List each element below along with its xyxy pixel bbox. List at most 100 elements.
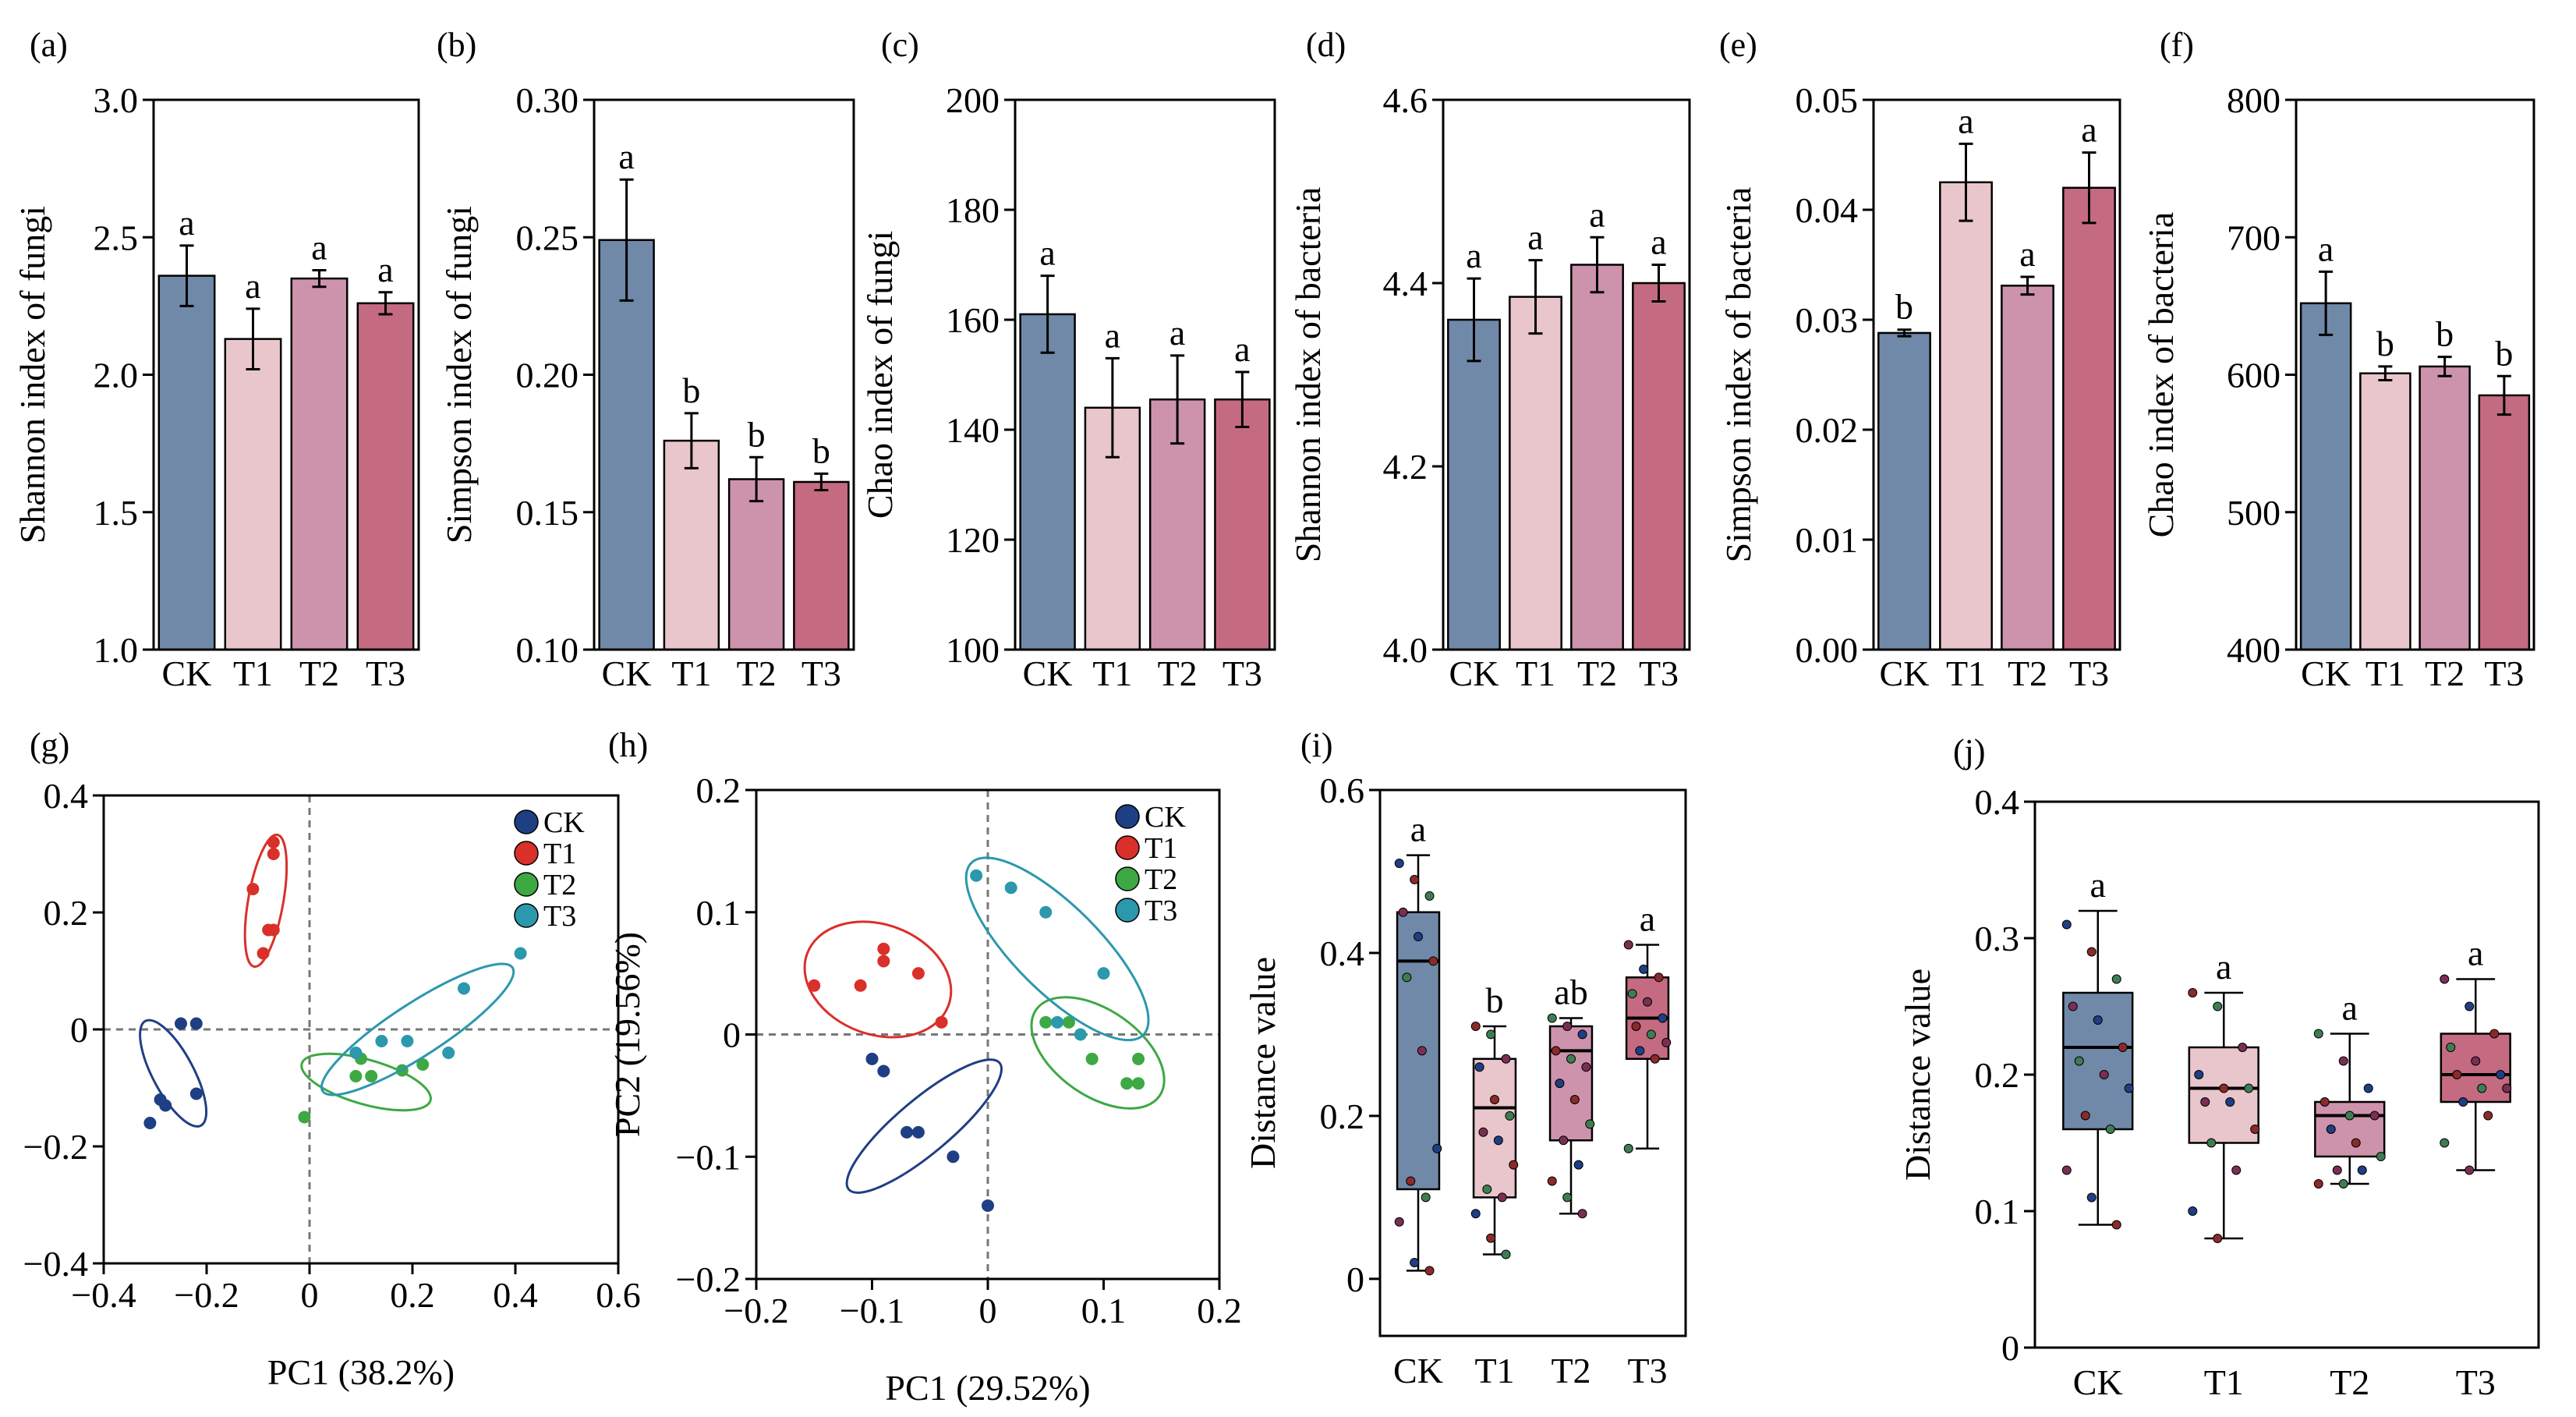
- data-point: [2465, 1001, 2475, 1011]
- box-T3: [1623, 940, 1672, 1153]
- y-axis-label: Distance value: [1898, 969, 1937, 1181]
- x-tick-label: 0.2: [1197, 1291, 1242, 1330]
- data-point: [2440, 974, 2450, 984]
- y-tick-label: 0.6: [1320, 770, 1365, 810]
- y-tick-label: 0.4: [1320, 933, 1365, 973]
- x-tick-label: T1: [671, 654, 711, 693]
- x-tick-label: T1: [1516, 654, 1555, 693]
- y-tick-label: 0.15: [516, 493, 579, 533]
- panel-g: (g) −0.4 −0.2 0 0.2 0.4 0.6 PC1 (38.2%) −0.4 −0.2…: [23, 726, 641, 1392]
- point-T2: [298, 1111, 311, 1124]
- x-tick-label: T1: [233, 654, 273, 693]
- data-point: [1646, 1029, 1656, 1040]
- point-T3: [458, 982, 470, 995]
- y-tick-label: 0.10: [516, 630, 579, 670]
- y-tick-label: 120: [946, 520, 1000, 560]
- point-T2: [1039, 1015, 1053, 1029]
- error-bar-T1: [2378, 365, 2393, 382]
- error-bar-CK: [179, 244, 194, 307]
- y-tick-label: 0.3: [1975, 919, 2020, 958]
- panel-f: (f) a CK b T1 b T2 b T3 400 500 600 700 800 Chao index…: [2141, 26, 2535, 693]
- significance-letter: a: [2468, 933, 2483, 973]
- point-CK: [901, 1125, 914, 1139]
- point-T3: [1097, 967, 1110, 980]
- y-tick-label: 700: [2227, 218, 2281, 257]
- panel-label: (f): [2160, 26, 2194, 64]
- x-tick-label: T2: [1551, 1351, 1591, 1390]
- y-tick-label: 0: [1346, 1259, 1364, 1299]
- bar-T1: [1509, 296, 1562, 651]
- data-point: [2061, 1165, 2072, 1175]
- x-tick-label: T2: [1158, 654, 1198, 693]
- significance-letter: a: [2090, 865, 2106, 905]
- data-point: [2465, 1165, 2475, 1175]
- point-T1: [267, 848, 280, 860]
- significance-letter: a: [1169, 313, 1185, 352]
- data-point: [2206, 1138, 2217, 1148]
- x-axis-label: PC1 (29.52%): [885, 1368, 1090, 1408]
- y-tick-label: 0: [723, 1015, 741, 1055]
- x-tick-label: T2: [1577, 654, 1617, 693]
- point-T3: [1074, 1028, 1087, 1041]
- data-point: [2068, 1001, 2078, 1011]
- y-tick-label: 0: [70, 1010, 88, 1050]
- y-tick-label: 160: [946, 300, 1000, 340]
- panel-a: (a) a CK a T1 a T2 a T3 1.0 1.5 2.0 2.5 3.0 Shannon in…: [12, 26, 420, 693]
- significance-letter: a: [1651, 222, 1666, 262]
- significance-letter: ab: [1554, 972, 1587, 1012]
- x-tick-label: CK: [1023, 654, 1073, 693]
- y-axis-label: Chao index of fungi: [860, 231, 900, 519]
- data-point: [2194, 1070, 2204, 1079]
- y-axis-label: Shannon index of bacteria: [1288, 187, 1328, 563]
- x-tick-label: CK: [162, 654, 212, 693]
- data-point: [2099, 1070, 2109, 1079]
- data-point: [1547, 1013, 1557, 1023]
- bar-T1: [1939, 181, 1993, 651]
- bar-T1: [2359, 372, 2411, 651]
- panel-d: (d) a CK a T1 a T2 a T3 4.0 4.2 4.4 4.6 Shannon index…: [1288, 26, 1691, 693]
- data-point: [2093, 1015, 2103, 1025]
- panel-label: (d): [1306, 26, 1346, 64]
- point-CK: [947, 1150, 960, 1164]
- x-tick-label: T3: [2484, 654, 2524, 693]
- point-CK: [877, 1065, 890, 1078]
- significance-letter: a: [1039, 233, 1055, 273]
- y-tick-label: 3.0: [94, 80, 139, 120]
- point-CK: [189, 1017, 203, 1030]
- significance-letter: a: [618, 136, 634, 176]
- data-point: [1559, 1135, 1569, 1146]
- data-point: [2326, 1125, 2336, 1134]
- data-point: [1627, 989, 1637, 999]
- data-point: [2250, 1125, 2260, 1134]
- point-T1: [877, 955, 890, 968]
- data-point: [1424, 1266, 1435, 1276]
- y-tick-label: 140: [946, 410, 1000, 450]
- x-tick-label: T2: [2425, 654, 2465, 693]
- x-tick-label: T1: [2365, 654, 2405, 693]
- data-point: [2338, 1179, 2348, 1189]
- legend-label: T1: [543, 838, 576, 870]
- bar-CK: [2299, 302, 2352, 651]
- y-tick-label: 0.1: [696, 893, 741, 933]
- data-point: [1658, 1013, 1668, 1023]
- bar-T2: [2001, 285, 2054, 651]
- x-tick-label: 0.4: [493, 1275, 538, 1315]
- data-point: [1406, 1176, 1416, 1186]
- data-point: [1432, 1143, 1442, 1153]
- significance-letter: b: [1895, 287, 1913, 327]
- significance-letter: a: [1958, 101, 1973, 140]
- y-tick-label: 400: [2227, 630, 2281, 670]
- y-tick-label: 0.30: [516, 80, 579, 120]
- data-point: [2471, 1056, 2481, 1066]
- x-tick-label: T1: [1092, 654, 1132, 693]
- panel-label: (g): [30, 726, 69, 764]
- x-tick-label: T1: [1946, 654, 1986, 693]
- bar-T3: [2478, 394, 2531, 651]
- point-T1: [262, 923, 275, 937]
- x-tick-label: T1: [1474, 1351, 1514, 1390]
- x-tick-label: T2: [299, 654, 339, 693]
- point-T1: [911, 967, 925, 980]
- point-T2: [1132, 1052, 1145, 1065]
- significance-letter: a: [1105, 315, 1120, 355]
- y-axis-label: Simpson index of bacteria: [1718, 187, 1758, 563]
